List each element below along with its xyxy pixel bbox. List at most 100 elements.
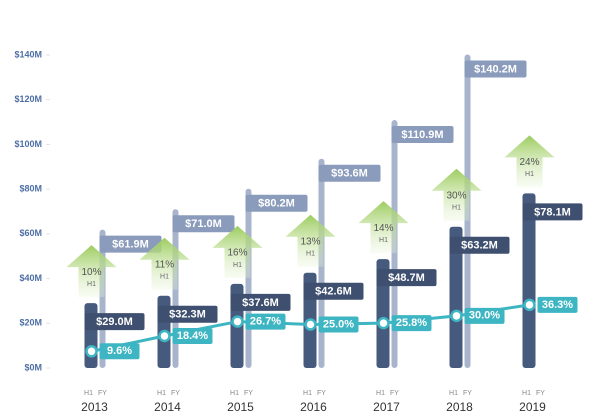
y-tick-label: $0M: [24, 362, 42, 372]
x-tick-label: 2018: [446, 400, 473, 414]
fy-value-label: $80.2M: [258, 198, 295, 210]
x-sub-label: H1: [230, 390, 239, 397]
margin-label-box: [391, 315, 432, 332]
margin-label-box: [537, 296, 578, 313]
margin-point: [231, 315, 244, 328]
growth-arrow: [285, 214, 336, 267]
h1-label-box: [376, 269, 437, 287]
x-tick-label: 2019: [519, 400, 546, 414]
growth-label: 16%: [227, 248, 247, 259]
h1-label-box: [522, 203, 583, 221]
h1-value-label: $48.7M: [388, 272, 425, 284]
margin-point: [377, 316, 390, 330]
margin-point: [450, 309, 463, 323]
margin-point: [85, 345, 98, 358]
fy-label-box: [99, 235, 162, 253]
fy-label-box: [172, 215, 235, 233]
growth-label: 30%: [446, 190, 466, 201]
y-tick-label: $120M: [14, 94, 42, 104]
h1-value-label: $29.0M: [96, 316, 133, 328]
x-sub-label: FY: [536, 390, 545, 397]
margin-label-box: [318, 316, 359, 333]
x-tick-label: 2013: [81, 400, 108, 414]
x-sub-label: H1: [376, 390, 385, 397]
growth-h1: H1: [233, 262, 242, 269]
h1-value-label: $78.1M: [534, 206, 571, 218]
h1-label-box: [303, 282, 364, 300]
h1-bar: [449, 226, 463, 368]
margin-label: 36.3%: [542, 299, 573, 311]
growth-arrow: [66, 245, 117, 298]
y-tick-label: $60M: [19, 228, 42, 238]
growth-h1: H1: [160, 274, 169, 281]
margin-label: 26.7%: [250, 315, 281, 327]
growth-h1: H1: [525, 171, 534, 178]
h1-bar: [84, 303, 98, 368]
y-tick-label: $80M: [19, 184, 42, 194]
growth-arrow: [139, 237, 190, 290]
x-sub-label: FY: [463, 390, 472, 397]
y-tick-label: $140M: [14, 49, 42, 59]
fy-value-label: $61.9M: [112, 239, 149, 251]
fy-value-label: $140.2M: [474, 63, 517, 75]
growth-h1: H1: [379, 237, 388, 244]
x-sub-label: H1: [157, 390, 166, 397]
x-sub-label: H1: [84, 390, 93, 397]
margin-label-box: [464, 307, 505, 324]
y-tick-label: $20M: [19, 318, 42, 328]
x-sub-label: FY: [98, 390, 107, 397]
h1-bar: [376, 259, 390, 368]
growth-label: 24%: [519, 157, 539, 168]
margin-label: 9.6%: [107, 345, 132, 357]
h1-bar: [522, 193, 536, 368]
growth-h1: H1: [306, 251, 315, 258]
x-tick-label: 2017: [373, 400, 400, 414]
x-sub-label: FY: [317, 390, 326, 397]
growth-arrow: [431, 168, 482, 221]
fy-bar: [245, 188, 252, 368]
margin-point: [304, 318, 317, 331]
x-sub-label: FY: [390, 390, 399, 397]
growth-label: 11%: [155, 259, 174, 270]
fy-value-label: $110.9M: [401, 129, 443, 141]
fy-label-box: [464, 60, 527, 78]
x-sub-label: H1: [522, 390, 531, 397]
h1-value-label: $32.3M: [169, 309, 206, 321]
margin-label: 25.8%: [396, 317, 427, 329]
x-sub-label: FY: [244, 390, 253, 397]
y-tick-label: $40M: [19, 273, 42, 283]
fy-label-box: [318, 164, 381, 182]
growth-label: 14%: [373, 223, 393, 234]
h1-label-box: [157, 305, 218, 323]
growth-h1: H1: [452, 205, 461, 212]
x-tick-label: 2014: [154, 400, 181, 414]
h1-value-label: $37.6M: [242, 297, 279, 309]
h1-label-box: [449, 236, 510, 254]
growth-label: 10%: [81, 267, 101, 278]
h1-value-label: $42.6M: [315, 286, 352, 298]
x-tick-label: 2015: [227, 400, 254, 414]
margin-label: 18.4%: [177, 330, 208, 342]
growth-arrow: [504, 135, 555, 188]
h1-label-box: [84, 313, 145, 331]
fy-value-label: $93.6M: [331, 168, 368, 180]
x-sub-label: FY: [171, 390, 180, 397]
h1-label-box: [230, 293, 291, 311]
margin-label: 25.0%: [323, 318, 354, 330]
margin-point: [158, 329, 171, 343]
fy-label-box: [391, 126, 454, 144]
growth-arrow: [358, 201, 409, 254]
growth-arrow: [212, 225, 263, 278]
fy-label-box: [245, 194, 308, 212]
margin-label-box: [172, 328, 213, 345]
margin-label-box: [99, 343, 140, 360]
growth-h1: H1: [87, 281, 96, 288]
h1-value-label: $63.2M: [461, 240, 498, 252]
x-tick-label: 2016: [300, 400, 327, 414]
fy-value-label: $71.0M: [185, 218, 222, 230]
margin-label: 30.0%: [469, 310, 500, 322]
margin-point: [523, 298, 536, 312]
x-sub-label: H1: [449, 390, 458, 397]
margin-label-box: [245, 313, 286, 330]
